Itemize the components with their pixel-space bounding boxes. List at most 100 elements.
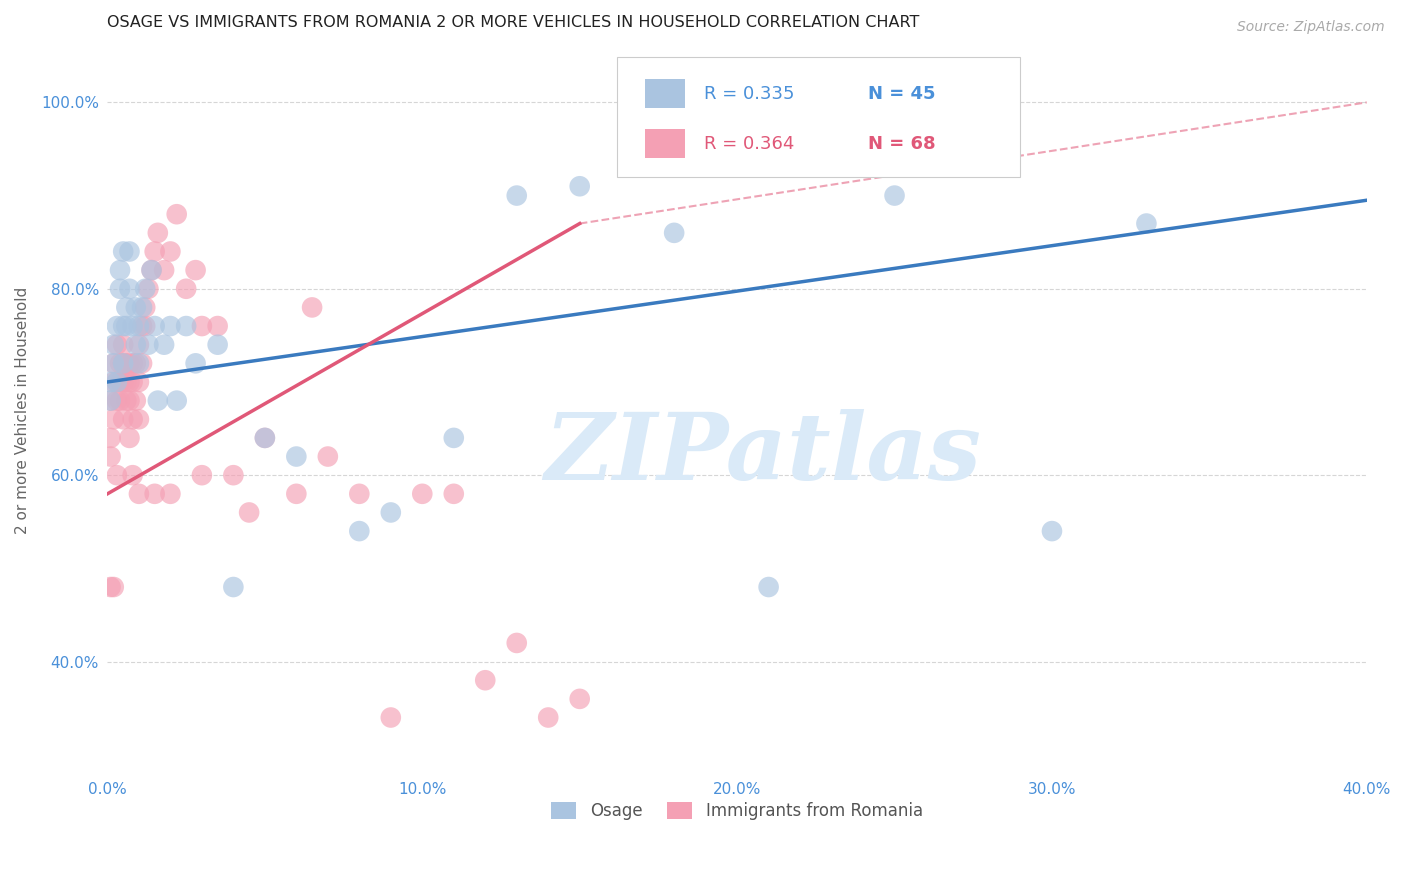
Point xyxy=(105,319,128,334)
Point xyxy=(112,356,135,370)
Point xyxy=(125,337,148,351)
Point xyxy=(443,487,465,501)
Point xyxy=(128,356,150,370)
Point xyxy=(134,319,156,334)
Point xyxy=(166,393,188,408)
Point xyxy=(349,524,371,538)
Point xyxy=(1135,217,1157,231)
Point xyxy=(191,319,214,334)
Point xyxy=(568,691,591,706)
Point xyxy=(125,301,148,315)
Point xyxy=(100,393,122,408)
Point xyxy=(143,319,166,334)
Point xyxy=(138,282,160,296)
Point xyxy=(103,356,125,370)
Point xyxy=(662,226,685,240)
Point xyxy=(118,282,141,296)
Point xyxy=(118,393,141,408)
Point xyxy=(758,580,780,594)
FancyBboxPatch shape xyxy=(617,57,1021,178)
Point xyxy=(115,393,138,408)
Point xyxy=(141,263,163,277)
FancyBboxPatch shape xyxy=(645,79,686,108)
Point xyxy=(128,412,150,426)
Point xyxy=(118,375,141,389)
Point xyxy=(146,226,169,240)
Point xyxy=(883,188,905,202)
Point xyxy=(174,282,197,296)
Point xyxy=(537,710,560,724)
Point xyxy=(380,506,402,520)
Point xyxy=(115,356,138,370)
Point xyxy=(100,450,122,464)
Point xyxy=(115,319,138,334)
Point xyxy=(100,375,122,389)
Point xyxy=(411,487,433,501)
Text: OSAGE VS IMMIGRANTS FROM ROMANIA 2 OR MORE VEHICLES IN HOUSEHOLD CORRELATION CHA: OSAGE VS IMMIGRANTS FROM ROMANIA 2 OR MO… xyxy=(107,15,920,30)
Point xyxy=(103,375,125,389)
Point xyxy=(128,375,150,389)
Point xyxy=(103,356,125,370)
Point xyxy=(103,580,125,594)
Point xyxy=(118,431,141,445)
Point xyxy=(118,244,141,259)
Point xyxy=(125,393,148,408)
Point xyxy=(506,636,529,650)
Point xyxy=(134,282,156,296)
Point xyxy=(121,319,143,334)
Point xyxy=(349,487,371,501)
Point xyxy=(222,580,245,594)
Point xyxy=(253,431,276,445)
Point xyxy=(380,710,402,724)
Point xyxy=(316,450,339,464)
Point xyxy=(131,301,153,315)
Point xyxy=(131,356,153,370)
Point xyxy=(105,468,128,483)
Point xyxy=(285,487,308,501)
Point xyxy=(105,375,128,389)
Text: R = 0.335: R = 0.335 xyxy=(704,85,794,103)
Point xyxy=(141,263,163,277)
Text: N = 68: N = 68 xyxy=(868,135,936,153)
Point xyxy=(166,207,188,221)
FancyBboxPatch shape xyxy=(645,129,686,158)
Point xyxy=(105,337,128,351)
Point xyxy=(125,356,148,370)
Point xyxy=(105,393,128,408)
Point xyxy=(112,319,135,334)
Point xyxy=(285,450,308,464)
Point xyxy=(121,375,143,389)
Point xyxy=(184,356,207,370)
Text: N = 45: N = 45 xyxy=(868,85,935,103)
Point xyxy=(506,188,529,202)
Point xyxy=(115,375,138,389)
Point xyxy=(103,337,125,351)
Point xyxy=(103,412,125,426)
Point xyxy=(108,356,131,370)
Point xyxy=(184,263,207,277)
Point xyxy=(443,431,465,445)
Point xyxy=(115,301,138,315)
Point xyxy=(121,412,143,426)
Point xyxy=(222,468,245,483)
Point xyxy=(131,319,153,334)
Point xyxy=(143,244,166,259)
Point xyxy=(191,468,214,483)
Point xyxy=(174,319,197,334)
Text: R = 0.364: R = 0.364 xyxy=(704,135,794,153)
Point xyxy=(153,337,176,351)
Point xyxy=(121,356,143,370)
Point xyxy=(568,179,591,194)
Point xyxy=(100,580,122,594)
Point xyxy=(112,356,135,370)
Point xyxy=(159,319,181,334)
Point xyxy=(301,301,323,315)
Point xyxy=(207,337,229,351)
Point xyxy=(134,301,156,315)
Point xyxy=(112,337,135,351)
Point xyxy=(143,487,166,501)
Point xyxy=(118,356,141,370)
Point xyxy=(100,393,122,408)
Point xyxy=(128,487,150,501)
Point xyxy=(159,487,181,501)
